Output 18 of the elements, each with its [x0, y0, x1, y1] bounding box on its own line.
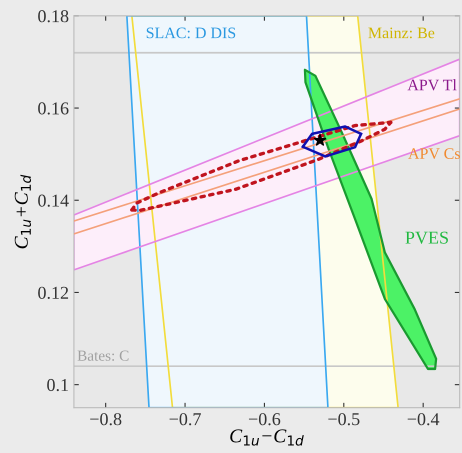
- x-tick-label: −0.7: [170, 413, 201, 426]
- annotation: APV Cs: [408, 148, 460, 160]
- annotation: Mainz: Be: [368, 28, 434, 38]
- annotation: PVES: [405, 232, 448, 244]
- y-tick-label: 0.1: [47, 378, 68, 392]
- ref-line-label: Bates: C: [78, 350, 128, 361]
- x-tick-label: −0.6: [248, 413, 280, 426]
- x-tick-label: −0.4: [408, 413, 440, 426]
- annotation: SLAC: D DIS: [146, 28, 236, 38]
- y-tick-label: 0.14: [38, 194, 69, 207]
- y-tick-label: 0.18: [38, 10, 68, 22]
- x-tick-label: −0.8: [90, 413, 122, 426]
- y-tick-label: 0.16: [38, 102, 69, 115]
- x-axis-title: C$_{1u}$−C$_{1d}$: [230, 429, 304, 446]
- y-tick-label: 0.12: [38, 286, 68, 299]
- x-tick-label: −0.5: [328, 413, 360, 426]
- annotation: APV Tl: [407, 79, 457, 90]
- y-axis-title: C$_{1u}$+C$_{1d}$: [14, 174, 31, 248]
